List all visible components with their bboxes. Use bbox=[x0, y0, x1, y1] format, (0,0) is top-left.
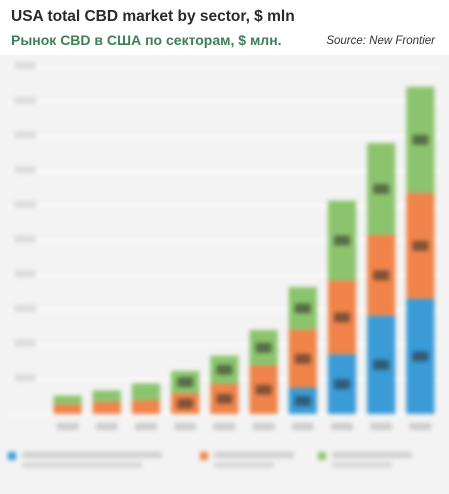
x-tick-label bbox=[135, 423, 157, 430]
data-label bbox=[255, 384, 272, 395]
legend-swatch bbox=[8, 452, 16, 460]
legend-label bbox=[332, 462, 392, 468]
x-tick-label bbox=[331, 423, 353, 430]
data-label bbox=[255, 342, 272, 353]
legend-label bbox=[214, 452, 294, 458]
source-note: Source: New Frontier bbox=[326, 35, 435, 47]
data-label bbox=[373, 270, 390, 281]
legend-label bbox=[22, 452, 162, 458]
data-label bbox=[334, 379, 350, 390]
data-label bbox=[373, 183, 390, 194]
chart-area bbox=[0, 55, 449, 494]
data-label bbox=[177, 398, 194, 409]
y-tick-label bbox=[14, 235, 36, 243]
y-tick-label bbox=[14, 374, 36, 382]
bar-segment bbox=[92, 401, 121, 414]
data-label bbox=[412, 240, 429, 251]
x-tick-label bbox=[370, 423, 393, 430]
data-label bbox=[412, 134, 429, 145]
bar-segment bbox=[92, 390, 121, 402]
data-label bbox=[294, 395, 311, 406]
data-label bbox=[294, 303, 311, 314]
bar-segment bbox=[53, 395, 82, 405]
data-label bbox=[216, 393, 233, 404]
y-tick-label bbox=[14, 131, 36, 139]
legend-label bbox=[332, 452, 412, 458]
chart-title: USA total CBD market by sector, $ mln bbox=[11, 8, 295, 25]
legend-swatch bbox=[318, 452, 326, 460]
y-tick-label bbox=[14, 339, 36, 347]
data-label bbox=[216, 364, 233, 375]
bar-segment bbox=[53, 404, 82, 414]
chart-subtitle: Рынок CBD в США по секторам, $ млн. bbox=[11, 32, 282, 48]
data-label bbox=[373, 359, 390, 370]
legend-label bbox=[214, 462, 274, 468]
x-tick-label bbox=[174, 423, 197, 430]
legend-label bbox=[22, 462, 142, 468]
x-tick-label bbox=[95, 423, 118, 430]
y-tick-label bbox=[14, 62, 36, 69]
bar-segment bbox=[131, 400, 161, 414]
data-label bbox=[334, 312, 350, 323]
legend-swatch bbox=[200, 452, 208, 460]
data-label bbox=[412, 351, 429, 362]
y-tick-label bbox=[14, 166, 36, 174]
x-tick-label bbox=[252, 423, 275, 430]
y-tick-label bbox=[14, 270, 36, 278]
data-label bbox=[177, 377, 194, 388]
x-tick-label bbox=[409, 423, 432, 430]
y-tick-label bbox=[14, 200, 36, 208]
data-label bbox=[294, 353, 311, 364]
bar-segment bbox=[131, 383, 161, 401]
stacked-bar-chart bbox=[8, 62, 440, 468]
x-tick-label bbox=[56, 423, 79, 430]
x-tick-label bbox=[213, 423, 236, 430]
y-tick-label bbox=[14, 96, 36, 104]
data-label bbox=[334, 235, 350, 246]
x-tick-label bbox=[291, 423, 314, 430]
y-tick-label bbox=[14, 304, 36, 312]
